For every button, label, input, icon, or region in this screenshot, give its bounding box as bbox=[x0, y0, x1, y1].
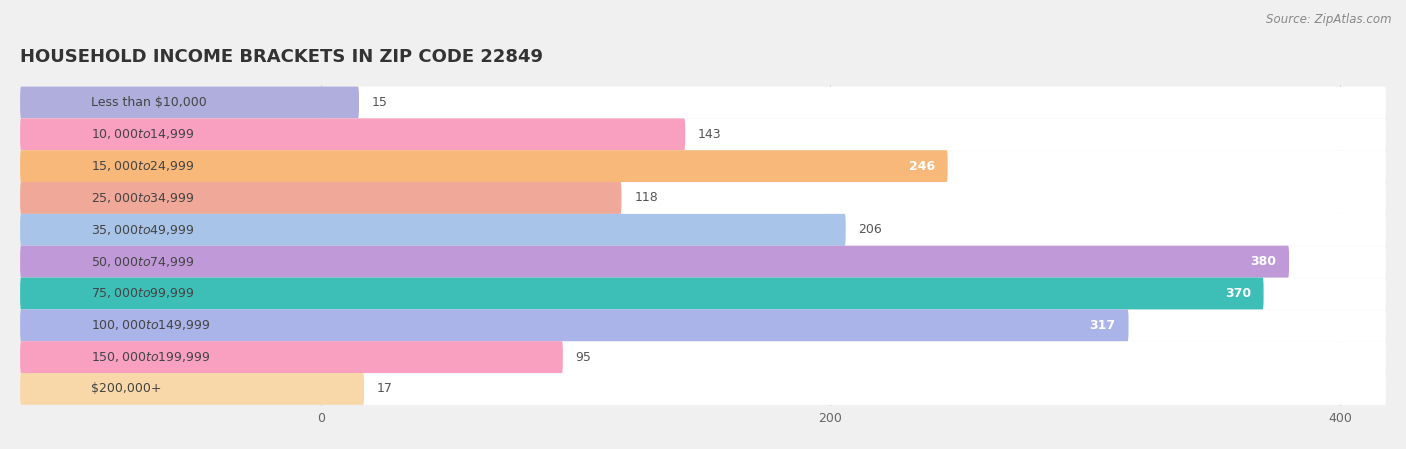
FancyBboxPatch shape bbox=[20, 246, 1289, 277]
Text: 370: 370 bbox=[1225, 287, 1251, 300]
Text: 15: 15 bbox=[371, 96, 388, 109]
FancyBboxPatch shape bbox=[20, 341, 562, 373]
FancyBboxPatch shape bbox=[20, 309, 1386, 341]
Text: Less than $10,000: Less than $10,000 bbox=[91, 96, 207, 109]
FancyBboxPatch shape bbox=[20, 309, 1129, 341]
FancyBboxPatch shape bbox=[20, 119, 685, 150]
Text: HOUSEHOLD INCOME BRACKETS IN ZIP CODE 22849: HOUSEHOLD INCOME BRACKETS IN ZIP CODE 22… bbox=[20, 48, 543, 66]
FancyBboxPatch shape bbox=[20, 150, 1386, 182]
Text: $15,000 to $24,999: $15,000 to $24,999 bbox=[91, 159, 195, 173]
Text: 17: 17 bbox=[377, 383, 392, 396]
Text: 246: 246 bbox=[908, 160, 935, 172]
FancyBboxPatch shape bbox=[20, 373, 1386, 405]
Text: 95: 95 bbox=[575, 351, 592, 364]
Text: 143: 143 bbox=[697, 128, 721, 141]
Text: $25,000 to $34,999: $25,000 to $34,999 bbox=[91, 191, 195, 205]
Text: $50,000 to $74,999: $50,000 to $74,999 bbox=[91, 255, 195, 269]
Text: 206: 206 bbox=[859, 223, 882, 236]
Text: $35,000 to $49,999: $35,000 to $49,999 bbox=[91, 223, 195, 237]
Text: 118: 118 bbox=[634, 191, 658, 204]
Text: 380: 380 bbox=[1250, 255, 1277, 268]
FancyBboxPatch shape bbox=[20, 373, 364, 405]
FancyBboxPatch shape bbox=[20, 182, 1386, 214]
FancyBboxPatch shape bbox=[20, 246, 1386, 277]
FancyBboxPatch shape bbox=[20, 150, 948, 182]
FancyBboxPatch shape bbox=[20, 214, 845, 246]
Text: $150,000 to $199,999: $150,000 to $199,999 bbox=[91, 350, 211, 364]
FancyBboxPatch shape bbox=[20, 87, 359, 119]
FancyBboxPatch shape bbox=[20, 341, 1386, 373]
Text: $10,000 to $14,999: $10,000 to $14,999 bbox=[91, 128, 195, 141]
Text: Source: ZipAtlas.com: Source: ZipAtlas.com bbox=[1267, 13, 1392, 26]
FancyBboxPatch shape bbox=[20, 87, 1386, 119]
FancyBboxPatch shape bbox=[20, 119, 1386, 150]
Text: $75,000 to $99,999: $75,000 to $99,999 bbox=[91, 286, 195, 300]
Text: 317: 317 bbox=[1090, 319, 1116, 332]
Text: $200,000+: $200,000+ bbox=[91, 383, 162, 396]
FancyBboxPatch shape bbox=[20, 182, 621, 214]
FancyBboxPatch shape bbox=[20, 277, 1264, 309]
FancyBboxPatch shape bbox=[20, 277, 1386, 309]
Text: $100,000 to $149,999: $100,000 to $149,999 bbox=[91, 318, 211, 332]
FancyBboxPatch shape bbox=[20, 214, 1386, 246]
